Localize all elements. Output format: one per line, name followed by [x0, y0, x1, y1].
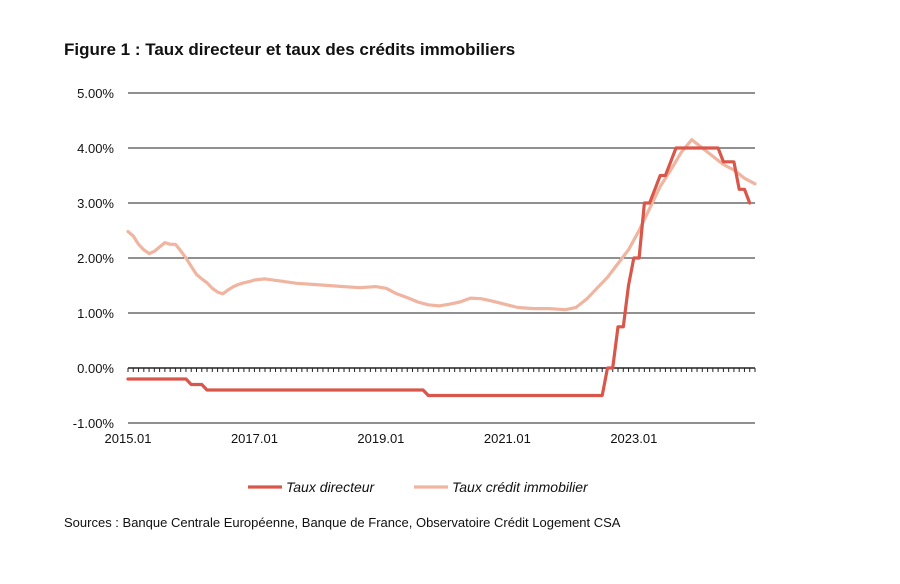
legend-item-taux-credit: Taux crédit immobilier — [414, 479, 589, 495]
series-group — [126, 138, 757, 398]
source-note: Sources : Banque Centrale Européenne, Ba… — [64, 515, 621, 530]
y-tick-label: 5.00% — [77, 86, 114, 101]
y-tick-label: 3.00% — [77, 196, 114, 211]
x-axis-ticks: 2015.01 2017.01 2019.01 2021.01 2023.01 — [105, 431, 658, 446]
y-tick-label: 0.00% — [77, 361, 114, 376]
legend-label: Taux crédit immobilier — [452, 479, 589, 495]
y-axis-ticks: 5.00% 4.00% 3.00% 2.00% 1.00% 0.00% -1.00% — [73, 86, 115, 431]
legend-item-taux-directeur: Taux directeur — [248, 479, 376, 495]
y-tick-label: 4.00% — [77, 141, 114, 156]
x-axis — [127, 367, 756, 424]
series-line-taux-credit — [126, 138, 757, 312]
x-tick-label: 2015.01 — [105, 431, 152, 446]
y-tick-label: 1.00% — [77, 306, 114, 321]
y-tick-label: 2.00% — [77, 251, 114, 266]
x-tick-label: 2017.01 — [231, 431, 278, 446]
series-line-taux-directeur — [126, 146, 752, 398]
x-tick-label: 2019.01 — [357, 431, 404, 446]
grid-lines — [128, 92, 755, 314]
chart-title: Figure 1 : Taux directeur et taux des cr… — [64, 40, 516, 59]
legend-label: Taux directeur — [286, 479, 376, 495]
x-tick-label: 2021.01 — [484, 431, 531, 446]
legend: Taux directeur Taux crédit immobilier — [248, 479, 589, 495]
y-tick-label: -1.00% — [73, 416, 115, 431]
x-tick-label: 2023.01 — [610, 431, 657, 446]
